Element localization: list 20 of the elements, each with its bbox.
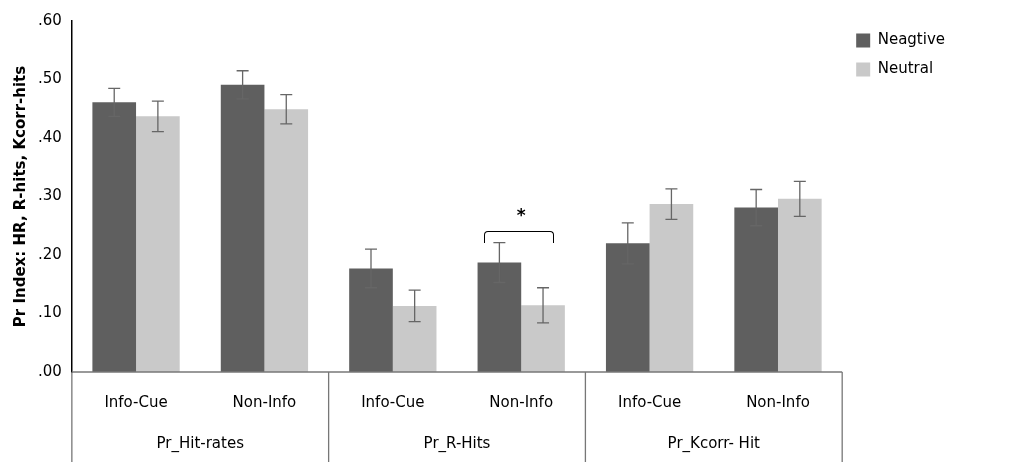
y-tick-label: .40 [38, 127, 62, 146]
x-tick-label: Non-Info [489, 392, 554, 411]
text: Pr_Hit-rates [156, 433, 245, 453]
x-tick-label: Info-Cue [617, 392, 682, 411]
legend-label: Neagtive [877, 30, 946, 49]
y-tick-label: .20 [38, 244, 62, 263]
text: Pr_R-Hits [423, 433, 491, 453]
x-tick-label: Info-Cue [104, 392, 168, 411]
y-tick-label: .10 [38, 303, 62, 322]
text: Pr_Kcorr- Hit [667, 433, 761, 453]
y-axis-title: Pr Index: HR, R-hits, Kcorr-hits [10, 65, 29, 328]
legend-label: Neutral [877, 59, 934, 78]
y-tick-label: .60 [38, 10, 62, 29]
y-tick-label: .30 [38, 186, 62, 205]
x-tick-label: Non-Info [746, 392, 810, 411]
y-tick-label: .50 [38, 69, 62, 88]
x-tick-label: Non-Info [232, 392, 297, 411]
y-tick-label: .00 [38, 361, 62, 380]
x-tick-label: Info-Cue [361, 392, 425, 411]
annotation: * [515, 204, 527, 225]
